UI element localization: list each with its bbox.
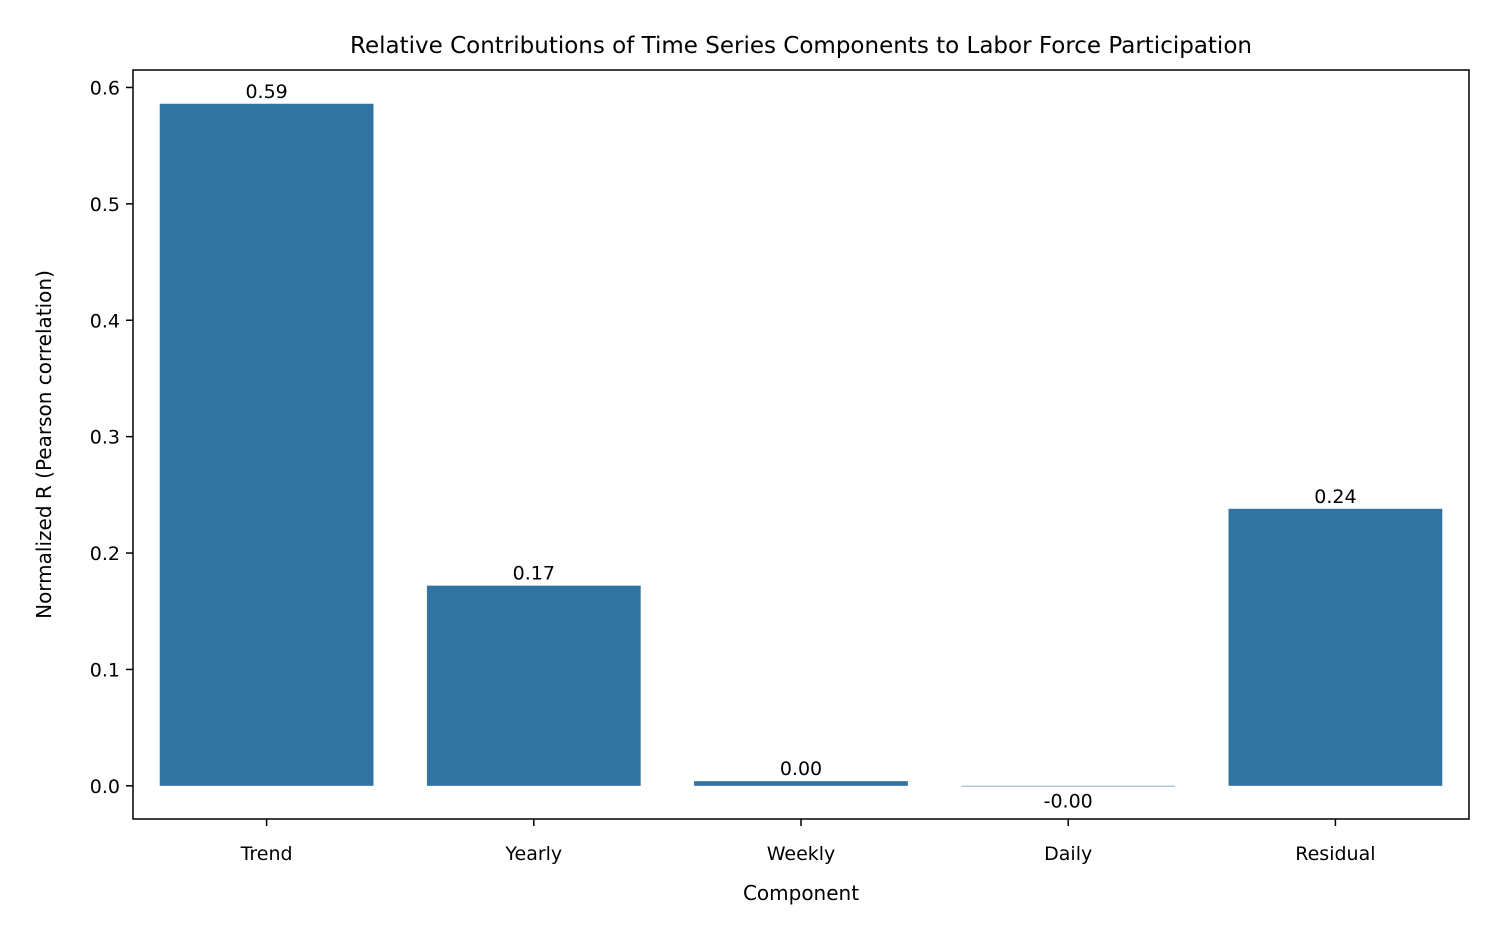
data-label-yearly: 0.17 [513, 563, 555, 585]
data-label-trend: 0.59 [245, 81, 287, 103]
y-tick-label: 0.1 [90, 659, 120, 681]
data-label-weekly: 0.00 [780, 758, 822, 780]
data-label-residual: 0.24 [1314, 486, 1356, 508]
x-tick-label-daily: Daily [1044, 843, 1092, 865]
x-axis-label: Component [743, 881, 859, 905]
x-axis: Trend Yearly Weekly Daily Residual [240, 819, 1376, 865]
data-labels-layer: 0.59 0.17 0.00 -0.00 0.24 [245, 81, 1356, 813]
bar-residual [1228, 508, 1443, 786]
x-tick-label-weekly: Weekly [767, 843, 836, 865]
chart-title: Relative Contributions of Time Series Co… [350, 33, 1252, 59]
y-tick-label: 0.0 [90, 776, 120, 798]
x-tick-label-trend: Trend [240, 843, 293, 865]
y-tick-label: 0.3 [90, 427, 120, 449]
x-tick-label-yearly: Yearly [504, 843, 562, 865]
y-tick-label: 0.6 [90, 77, 120, 99]
bar-trend [159, 103, 374, 786]
bar-daily [961, 785, 1176, 787]
data-label-daily: -0.00 [1044, 790, 1093, 812]
x-tick-label-residual: Residual [1295, 843, 1375, 865]
bar-weekly [694, 781, 908, 786]
y-tick-label: 0.2 [90, 543, 120, 565]
bars-layer [159, 103, 1443, 787]
y-axis: 0.0 0.1 0.2 0.3 0.4 0.5 0.6 [90, 77, 133, 798]
y-axis-label: Normalized R (Pearson correlation) [32, 270, 56, 619]
bar-yearly [426, 585, 641, 786]
y-tick-label: 0.4 [90, 310, 120, 332]
y-tick-label: 0.5 [90, 194, 120, 216]
